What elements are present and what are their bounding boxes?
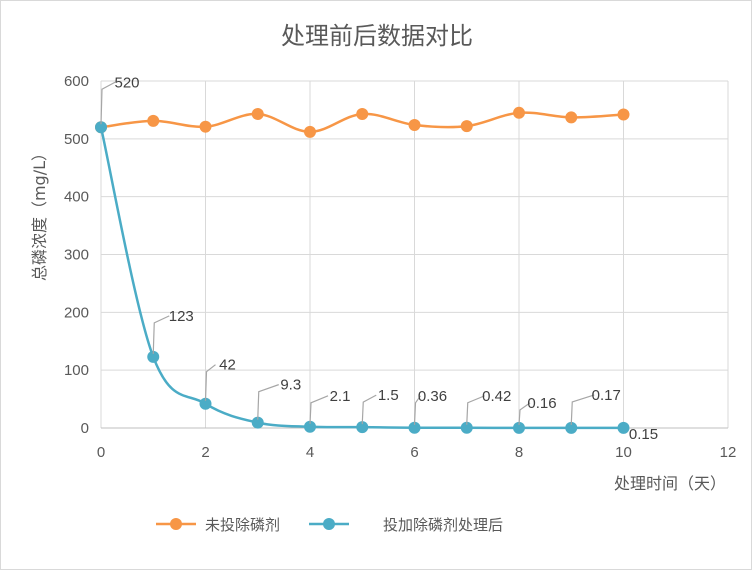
series-1-point — [251, 107, 264, 120]
data-label-leader — [466, 395, 485, 425]
data-label: 9.3 — [280, 377, 301, 394]
y-tick-label: 400 — [64, 189, 89, 206]
x-tick-label: 12 — [720, 444, 737, 461]
y-tick-label: 300 — [64, 247, 89, 264]
series-2-point — [356, 421, 369, 434]
data-label-leader — [570, 394, 595, 425]
legend-label: 投加除磷剂处理后 — [383, 516, 503, 534]
y-tick-label: 0 — [81, 420, 89, 437]
y-tick-label: 500 — [64, 131, 89, 148]
gridlines — [100, 80, 729, 429]
series-1-point — [617, 108, 630, 121]
series-2-point — [199, 397, 212, 410]
x-tick-label: 6 — [410, 444, 418, 461]
data-label-leader — [518, 402, 531, 425]
legend: 未投除磷剂 投加除磷剂处理后 — [156, 516, 503, 534]
series-1-point — [460, 120, 473, 133]
series-line-2 — [99, 126, 624, 430]
data-labels: 520 123 42 9.3 2.1 1.5 0.36 0.42 0.16 0.17 0.15 — [100, 74, 658, 443]
series-2-point — [147, 350, 160, 363]
data-label-leader — [100, 81, 116, 125]
series-2-point — [565, 421, 578, 434]
data-label-leader — [257, 384, 279, 420]
data-label-leader — [413, 395, 421, 425]
data-label-leader — [204, 364, 216, 401]
series-2-point — [95, 121, 107, 134]
data-label: 123 — [169, 308, 194, 325]
series-1-point — [565, 111, 578, 124]
data-label: 1.5 — [378, 387, 399, 404]
data-label: 42 — [219, 357, 236, 374]
x-tick-label: 10 — [615, 444, 632, 461]
data-label-leader — [152, 315, 170, 354]
series-2-point — [460, 421, 473, 434]
legend-label: 未投除磷剂 — [205, 516, 280, 534]
x-axis-ticks: 0 2 4 6 8 10 12 — [97, 444, 737, 461]
data-label: 0.17 — [592, 387, 621, 404]
x-axis-title: 处理时间（天） — [614, 474, 726, 493]
x-tick-label: 2 — [201, 444, 209, 461]
series-1-point — [513, 106, 525, 119]
y-axis-ticks: 0 100 200 300 400 500 600 — [64, 73, 89, 437]
legend-swatch-marker — [323, 518, 335, 530]
series-2-point — [513, 421, 525, 434]
data-label-leader — [309, 395, 329, 424]
data-label: 0.42 — [482, 388, 511, 405]
y-axis-title: 总磷浓度（mg/L） — [30, 145, 49, 281]
x-tick-label: 4 — [306, 444, 314, 461]
series-1-point — [147, 114, 160, 127]
data-label: 0.16 — [527, 395, 556, 412]
series-1-point — [199, 120, 212, 133]
series-2-point — [251, 416, 264, 429]
series-1-point — [304, 125, 316, 138]
y-tick-label: 600 — [64, 73, 89, 90]
data-label: 0.36 — [418, 388, 447, 405]
x-tick-label: 0 — [97, 444, 105, 461]
data-label: 520 — [114, 74, 139, 91]
data-label-leader — [361, 394, 377, 425]
series-1-point — [408, 118, 421, 131]
x-tick-label: 8 — [515, 444, 523, 461]
y-tick-label: 200 — [64, 304, 89, 321]
chart-title: 处理前后数据对比 — [281, 22, 473, 50]
series-1-point — [356, 107, 369, 120]
data-label: 2.1 — [330, 388, 351, 405]
series-2-point — [304, 420, 316, 433]
data-label: 0.15 — [629, 426, 658, 443]
legend-swatch-marker — [170, 518, 182, 530]
y-tick-label: 100 — [64, 362, 89, 379]
series-2-point — [408, 421, 421, 434]
series-layer — [95, 106, 630, 434]
series-2-point — [617, 421, 630, 434]
